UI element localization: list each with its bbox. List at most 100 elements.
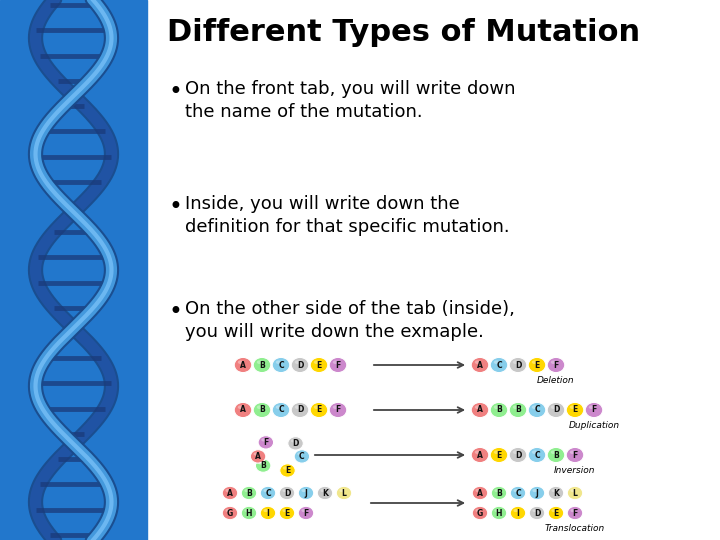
Ellipse shape [547,357,564,373]
Ellipse shape [253,357,271,373]
Ellipse shape [490,448,508,463]
Text: •: • [169,80,183,104]
Ellipse shape [279,507,294,519]
Text: •: • [169,195,183,219]
Text: A: A [477,361,483,369]
Text: C: C [278,361,284,369]
Ellipse shape [552,489,557,492]
Ellipse shape [264,489,269,492]
Text: J: J [536,489,539,497]
Ellipse shape [474,450,480,454]
Ellipse shape [513,489,518,492]
Ellipse shape [491,487,507,500]
Ellipse shape [244,489,249,492]
Ellipse shape [244,509,249,512]
Ellipse shape [510,507,526,519]
Text: C: C [299,452,305,461]
Text: B: B [259,406,265,415]
Ellipse shape [570,406,575,409]
Text: F: F [572,509,577,517]
Ellipse shape [494,450,500,454]
Text: E: E [572,406,577,415]
Text: K: K [553,489,559,497]
Text: B: B [553,450,559,460]
Text: On the front tab, you will write down
the name of the mutation.: On the front tab, you will write down th… [185,80,516,121]
Ellipse shape [310,402,328,417]
Ellipse shape [589,406,595,409]
Ellipse shape [333,406,338,409]
Ellipse shape [253,453,258,456]
Text: D: D [284,489,290,497]
Text: A: A [477,406,483,415]
Ellipse shape [294,406,300,409]
Text: B: B [246,489,252,497]
Ellipse shape [256,459,271,472]
Ellipse shape [314,360,320,364]
Ellipse shape [294,450,310,463]
Ellipse shape [257,406,262,409]
Ellipse shape [329,402,347,417]
Ellipse shape [509,448,527,463]
Ellipse shape [276,406,282,409]
Ellipse shape [513,450,518,454]
Text: K: K [322,489,328,497]
Text: B: B [260,461,266,470]
Text: E: E [496,450,502,460]
Ellipse shape [547,448,564,463]
Ellipse shape [547,402,564,417]
Ellipse shape [548,507,564,519]
Text: F: F [336,406,341,415]
Ellipse shape [258,436,274,449]
Ellipse shape [475,489,480,492]
Ellipse shape [494,360,500,364]
Ellipse shape [474,360,480,364]
Ellipse shape [570,450,575,454]
Ellipse shape [241,487,257,500]
Ellipse shape [260,507,276,519]
Ellipse shape [513,509,518,512]
Ellipse shape [532,450,537,454]
Ellipse shape [472,507,487,519]
Text: B: B [496,489,502,497]
Ellipse shape [474,406,480,409]
Ellipse shape [279,487,294,500]
Ellipse shape [302,509,306,512]
Ellipse shape [528,402,546,417]
Ellipse shape [283,467,288,470]
Text: F: F [264,438,269,447]
Ellipse shape [513,360,518,364]
Text: C: C [534,450,540,460]
Ellipse shape [494,406,500,409]
Ellipse shape [314,406,320,409]
Ellipse shape [566,402,584,417]
Text: F: F [572,450,577,460]
Text: A: A [240,406,246,415]
Ellipse shape [339,489,344,492]
Ellipse shape [551,360,557,364]
Ellipse shape [225,509,230,512]
Text: B: B [259,361,265,369]
Ellipse shape [490,402,508,417]
Ellipse shape [509,402,527,417]
Ellipse shape [318,487,333,500]
Text: D: D [297,361,303,369]
Ellipse shape [551,406,557,409]
Ellipse shape [288,437,303,450]
Text: G: G [477,509,483,517]
Ellipse shape [532,406,537,409]
Text: A: A [240,361,246,369]
Text: C: C [265,489,271,497]
Ellipse shape [294,360,300,364]
Text: Inside, you will write down the
definition for that specific mutation.: Inside, you will write down the definiti… [185,195,510,236]
Text: E: E [284,509,289,517]
Ellipse shape [510,487,526,500]
Ellipse shape [297,453,302,456]
Ellipse shape [276,360,282,364]
Text: E: E [534,361,539,369]
Text: E: E [285,466,290,475]
Ellipse shape [291,402,309,417]
Ellipse shape [257,360,262,364]
Ellipse shape [336,487,352,500]
Ellipse shape [472,487,487,500]
Ellipse shape [282,489,287,492]
